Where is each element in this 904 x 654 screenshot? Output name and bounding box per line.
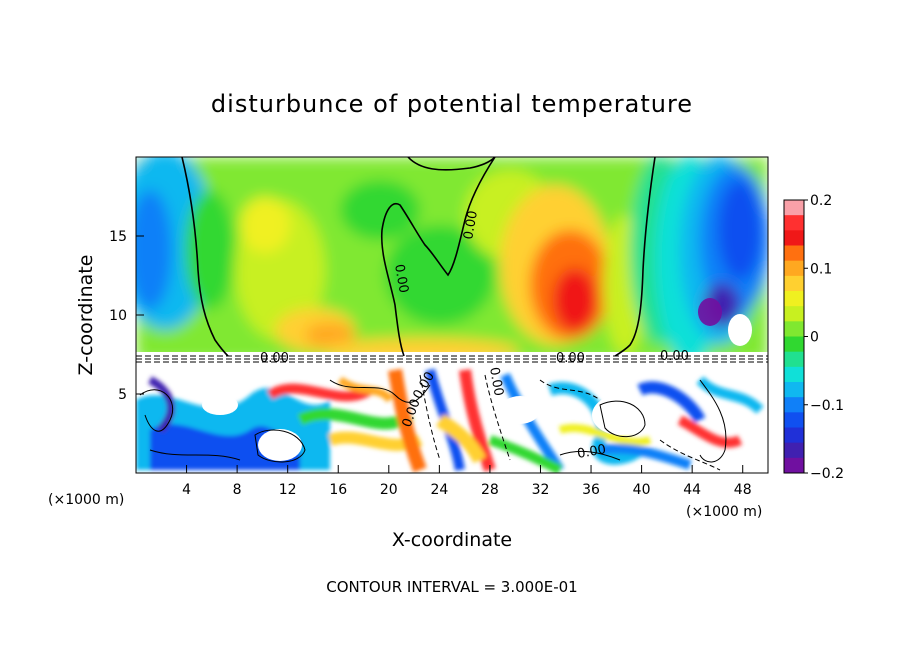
colorbar-tick-label: −0.1 [810, 398, 844, 414]
colorbar-swatch [784, 457, 804, 474]
colorbar [783, 199, 805, 474]
colorbar-swatch [784, 200, 804, 216]
contour-label: 0.00 [660, 349, 689, 364]
contour-label: 0.00 [486, 366, 506, 397]
x-axis-ticks: 4 8 12 16 20 24 28 32 36 40 44 48 [182, 465, 752, 498]
colorbar-swatch [784, 442, 804, 459]
x-tick-label: 28 [481, 482, 499, 498]
x-tick-label: 16 [329, 482, 347, 498]
colorbar-swatch [784, 306, 804, 322]
x-tick-label: 24 [430, 482, 448, 498]
y-tick-label: 5 [118, 387, 127, 403]
colorbar-tick-label: −0.2 [810, 466, 844, 482]
potential-temperature-field [136, 157, 768, 473]
colorbar-swatch [784, 427, 804, 444]
colorbar-swatch [784, 230, 804, 246]
colorbar-swatch [784, 245, 804, 262]
x-tick-label: 20 [380, 482, 398, 498]
colorbar-swatch [784, 336, 804, 353]
colorbar-swatch [784, 351, 804, 368]
x-tick-label: 32 [532, 482, 550, 498]
x-tick-label: 44 [683, 482, 701, 498]
x-axis-label: X-coordinate [392, 529, 512, 551]
contour-label: 0.00 [556, 351, 585, 366]
colorbar-swatch [784, 260, 804, 277]
colorbar-swatch [784, 366, 804, 383]
x-tick-label: 8 [233, 482, 242, 498]
contour-label: 0.00 [391, 263, 411, 294]
y-tick-label: 15 [109, 229, 127, 245]
colorbar-tick-label: 0 [810, 330, 819, 346]
y-axis-label: Z-coordinate [75, 255, 97, 376]
contour-interval-note: CONTOUR INTERVAL = 3.000E-01 [326, 578, 577, 596]
contour-label: 0.00 [576, 442, 607, 462]
x-tick-label: 36 [582, 482, 600, 498]
x-tick-label: 4 [182, 482, 191, 498]
colorbar-swatch [784, 397, 804, 413]
contour-label: 0.00 [461, 210, 481, 241]
chart-title: disturbunce of potential temperature [211, 90, 693, 118]
colorbar-swatch [784, 291, 804, 307]
colorbar-swatch [784, 215, 804, 231]
x-unit-label: (×1000 m) [686, 504, 762, 520]
zero-contours [181, 157, 656, 357]
colorbar-swatch [784, 275, 804, 292]
z-unit-label: (×1000 m) [48, 492, 124, 508]
x-tick-label: 40 [633, 482, 651, 498]
colorbar-swatch [784, 382, 804, 398]
y-tick-label: 10 [109, 308, 127, 324]
colorbar-tick-label: 0.2 [810, 193, 832, 209]
contour-label: 0.00 [260, 351, 289, 366]
colorbar-labels: 0.2 0.1 0 −0.1 −0.2 [804, 193, 844, 482]
colorbar-swatch [784, 412, 804, 428]
lower-contours [139, 374, 727, 471]
x-tick-label: 48 [734, 482, 752, 498]
x-tick-label: 12 [279, 482, 297, 498]
y-axis-ticks: 5 10 15 [109, 229, 144, 403]
colorbar-swatch [784, 321, 804, 337]
colorbar-tick-label: 0.1 [810, 261, 832, 277]
